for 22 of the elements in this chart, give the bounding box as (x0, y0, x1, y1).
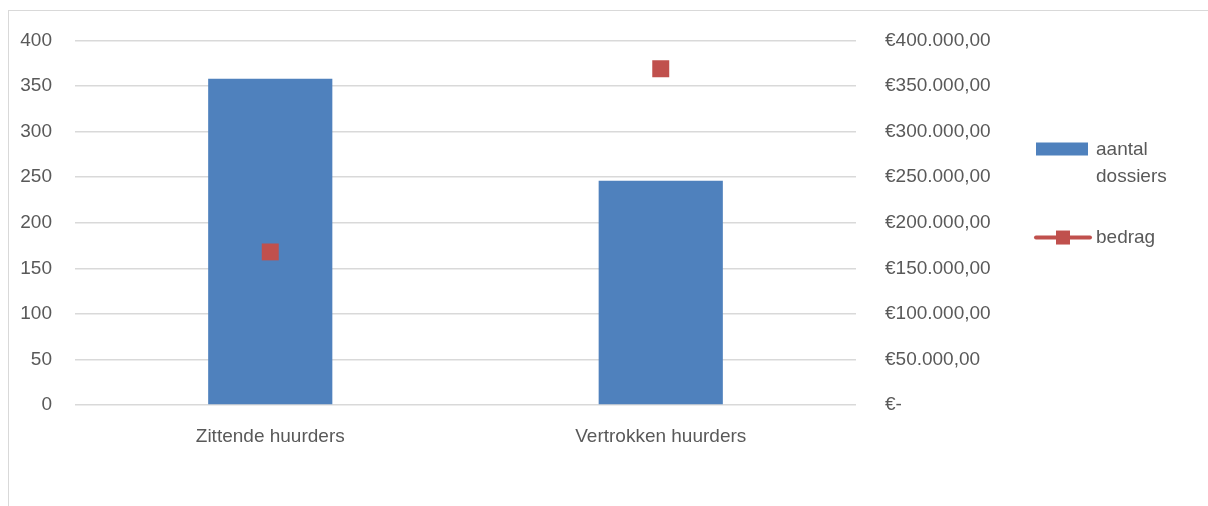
y-tick-label: 50 (30, 347, 52, 369)
y2-tick-label: €50.000,00 (885, 347, 981, 369)
y2-tick-label: €- (885, 393, 902, 415)
y-tick-label: 100 (20, 302, 52, 324)
y2-tick-label: €200.000,00 (885, 210, 991, 232)
y2-tick-label: €150.000,00 (885, 256, 991, 278)
y2-tick-label: €100.000,00 (885, 302, 991, 324)
y2-tick-label: €300.000,00 (885, 119, 991, 141)
y-tick-label: 200 (20, 210, 52, 232)
y-tick-label: 300 (20, 119, 52, 141)
x-tick-label: Vertrokken huurders (575, 424, 747, 446)
y-tick-label: 350 (20, 74, 52, 96)
y-tick-label: 150 (20, 256, 52, 278)
y2-tick-label: €350.000,00 (885, 74, 991, 96)
y-tick-label: 400 (20, 28, 52, 50)
y2-tick-label: €250.000,00 (885, 165, 991, 187)
y2-tick-label: €400.000,00 (885, 28, 991, 50)
y-tick-label: 250 (20, 165, 52, 187)
y-tick-label: 0 (41, 393, 52, 415)
legend-label: bedrag (1096, 225, 1156, 247)
legend-label: aantal dossiers (1096, 137, 1167, 186)
x-tick-label: Zittende huurders (195, 424, 345, 446)
